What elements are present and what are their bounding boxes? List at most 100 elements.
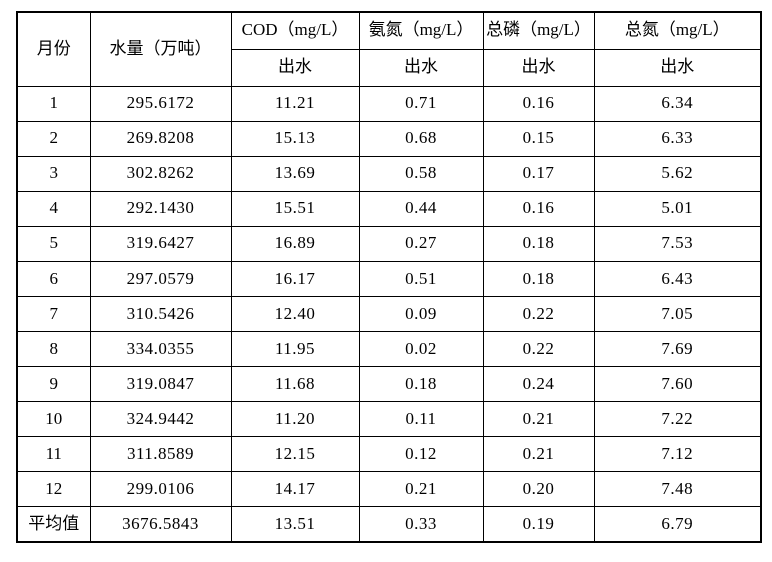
cell-value: 7.12 [593, 436, 762, 473]
cell-value: 269.8208 [89, 120, 232, 157]
cell-value: 6.34 [593, 85, 762, 122]
cell-value: 7.22 [593, 401, 762, 438]
cell-month: 10 [16, 401, 91, 438]
column-header-water-volume: 水量（万吨） [89, 11, 232, 87]
cell-value: 0.19 [482, 506, 595, 543]
cell-value: 7.05 [593, 295, 762, 332]
cell-month: 6 [16, 260, 91, 297]
cell-value: 6.33 [593, 120, 762, 157]
table-body: 1 295.6172 11.21 0.71 0.16 6.34 2 269.8208 15.13… [16, 85, 762, 543]
cell-value: 7.60 [593, 365, 762, 403]
cell-value: 3676.5843 [89, 506, 232, 543]
cell-value: 0.27 [358, 225, 484, 262]
cell-value: 0.33 [358, 506, 484, 543]
header-row-top: 月份 水量（万吨） COD（mg/L） 氨氮（mg/L） 总磷（mg/L） 总氮… [16, 11, 762, 87]
cell-value: 0.16 [482, 85, 595, 122]
cell-value: 6.79 [593, 506, 762, 543]
cell-month: 1 [16, 85, 91, 122]
cell-value: 0.21 [482, 436, 595, 473]
column-header-total-phosphorus: 总磷（mg/L） [482, 11, 595, 50]
cell-value: 0.02 [358, 330, 484, 368]
table-row: 4 292.1430 15.51 0.44 0.16 5.01 [16, 190, 762, 227]
cell-value: 14.17 [230, 471, 360, 508]
cell-value: 319.0847 [89, 365, 232, 403]
cell-value: 324.9442 [89, 401, 232, 438]
column-header-month: 月份 [16, 11, 91, 87]
table-row: 2 269.8208 15.13 0.68 0.15 6.33 [16, 120, 762, 157]
cell-value: 7.69 [593, 330, 762, 368]
cell-value: 311.8589 [89, 436, 232, 473]
table-row: 6 297.0579 16.17 0.51 0.18 6.43 [16, 260, 762, 297]
subheader-cod-effluent: 出水 [230, 48, 360, 87]
cell-month: 9 [16, 365, 91, 403]
table-row: 12 299.0106 14.17 0.21 0.20 7.48 [16, 471, 762, 508]
header-row-sub: 出水 出水 出水 出水 [17, 48, 762, 87]
table-header: 月份 水量（万吨） COD（mg/L） 氨氮（mg/L） 总磷（mg/L） 总氮… [16, 11, 762, 87]
cell-value: 0.24 [482, 365, 595, 403]
cell-value: 0.15 [482, 120, 595, 157]
cell-value: 5.62 [593, 155, 762, 192]
cell-month: 5 [16, 225, 91, 262]
column-header-ammonia-nitrogen: 氨氮（mg/L） [358, 11, 484, 50]
column-header-cod: COD（mg/L） [230, 11, 360, 50]
cell-month: 7 [16, 295, 91, 332]
table-row: 11 311.8589 12.15 0.12 0.21 7.12 [16, 436, 762, 473]
table-row: 10 324.9442 11.20 0.11 0.21 7.22 [16, 401, 762, 438]
cell-value: 0.17 [482, 155, 595, 192]
cell-value: 0.18 [482, 260, 595, 297]
cell-value: 0.22 [482, 295, 595, 332]
cell-value: 15.51 [230, 190, 360, 227]
cell-value: 11.21 [230, 85, 360, 122]
cell-value: 0.68 [358, 120, 484, 157]
cell-value: 12.15 [230, 436, 360, 473]
cell-value: 12.40 [230, 295, 360, 332]
cell-value: 6.43 [593, 260, 762, 297]
cell-value: 0.44 [358, 190, 484, 227]
cell-month: 4 [16, 190, 91, 227]
column-header-total-nitrogen: 总氮（mg/L） [593, 11, 762, 50]
cell-value: 0.11 [358, 401, 484, 438]
cell-value: 0.16 [482, 190, 595, 227]
cell-month: 11 [16, 436, 91, 473]
cell-value: 292.1430 [89, 190, 232, 227]
cell-value: 11.20 [230, 401, 360, 438]
subheader-phosphorus-effluent: 出水 [482, 48, 595, 87]
cell-value: 334.0355 [89, 330, 232, 368]
cell-value: 5.01 [593, 190, 762, 227]
cell-value: 299.0106 [89, 471, 232, 508]
cell-value: 0.18 [358, 365, 484, 403]
cell-value: 0.09 [358, 295, 484, 332]
subheader-ammonia-effluent: 出水 [358, 48, 484, 87]
cell-value: 297.0579 [89, 260, 232, 297]
cell-value: 11.68 [230, 365, 360, 403]
cell-value: 0.58 [358, 155, 484, 192]
table-row: 1 295.6172 11.21 0.71 0.16 6.34 [16, 85, 762, 122]
cell-value: 319.6427 [89, 225, 232, 262]
cell-value: 7.48 [593, 471, 762, 508]
cell-value: 13.69 [230, 155, 360, 192]
cell-value: 0.21 [482, 401, 595, 438]
cell-value: 0.20 [482, 471, 595, 508]
table-row: 3 302.8262 13.69 0.58 0.17 5.62 [16, 155, 762, 192]
cell-month: 平均值 [16, 506, 91, 543]
cell-value: 310.5426 [89, 295, 232, 332]
cell-value: 16.89 [230, 225, 360, 262]
cell-value: 7.53 [593, 225, 762, 262]
cell-value: 0.51 [358, 260, 484, 297]
cell-month: 3 [16, 155, 91, 192]
cell-value: 15.13 [230, 120, 360, 157]
table-row: 5 319.6427 16.89 0.27 0.18 7.53 [16, 225, 762, 262]
water-quality-table: 月份 水量（万吨） COD（mg/L） 氨氮（mg/L） 总磷（mg/L） 总氮… [16, 11, 762, 543]
cell-month: 12 [16, 471, 91, 508]
cell-value: 302.8262 [89, 155, 232, 192]
cell-value: 0.71 [358, 85, 484, 122]
table-row: 8 334.0355 11.95 0.02 0.22 7.69 [16, 330, 762, 368]
cell-value: 0.12 [358, 436, 484, 473]
cell-value: 16.17 [230, 260, 360, 297]
cell-month: 2 [16, 120, 91, 157]
table-row: 7 310.5426 12.40 0.09 0.22 7.05 [16, 295, 762, 332]
cell-value: 13.51 [230, 506, 360, 543]
cell-value: 11.95 [230, 330, 360, 368]
cell-value: 0.18 [482, 225, 595, 262]
